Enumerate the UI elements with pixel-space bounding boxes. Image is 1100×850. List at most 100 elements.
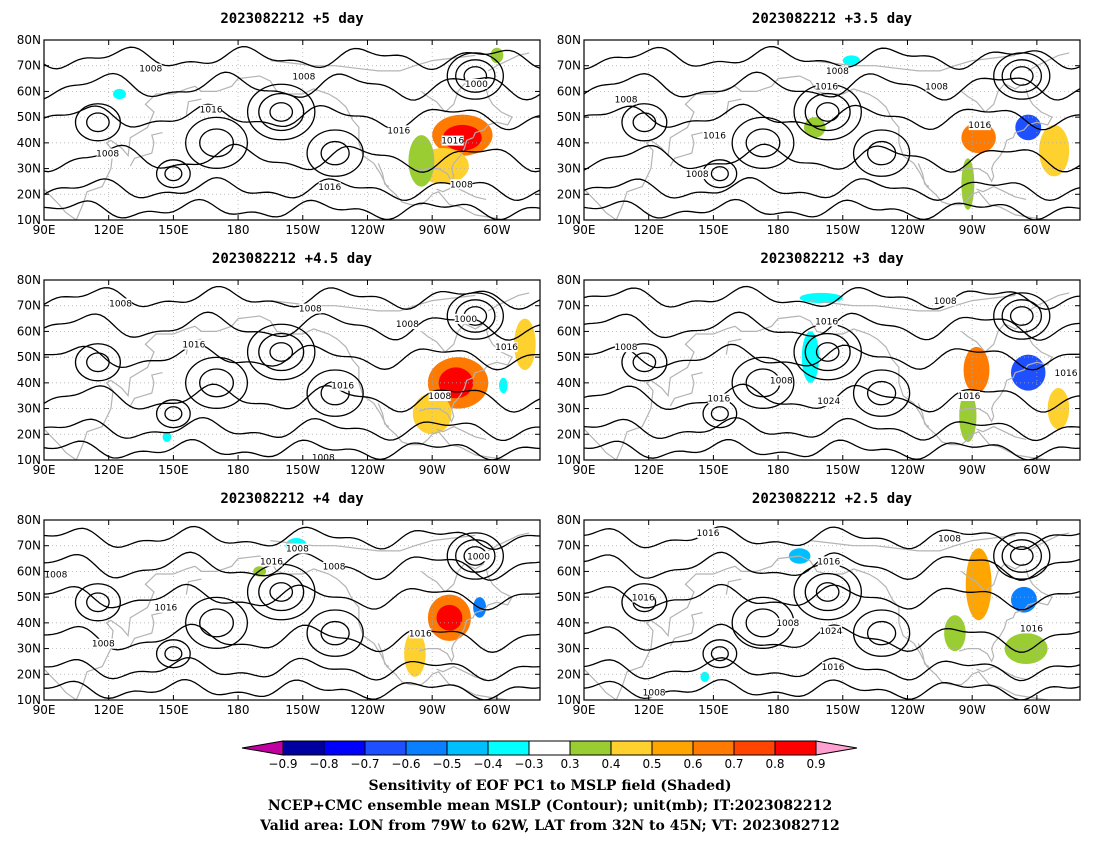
coastline bbox=[961, 82, 1025, 113]
colorbar-swatch bbox=[364, 740, 407, 756]
colorbar-label: −0.4 bbox=[473, 757, 502, 771]
x-tick-label: 120E bbox=[633, 463, 664, 477]
panel-title: 2023082212 +5 day bbox=[220, 11, 364, 27]
contour-label: 1016 bbox=[200, 106, 223, 116]
x-tick-label: 120W bbox=[350, 463, 385, 477]
y-tick-label: 60N bbox=[557, 324, 581, 338]
contour-label: 1008 bbox=[450, 180, 473, 190]
colorbar-label: −0.5 bbox=[432, 757, 461, 771]
caption-line-2: NCEP+CMC ensemble mean MSLP (Contour); u… bbox=[268, 798, 832, 814]
caption-line-3: Valid area: LON from 79W to 62W, LAT fro… bbox=[259, 818, 840, 834]
isobar bbox=[584, 657, 1080, 682]
sensitivity-shade bbox=[1010, 586, 1037, 613]
colorbar-label: 0.7 bbox=[724, 757, 743, 771]
contour-label-bg bbox=[1054, 367, 1077, 378]
contour-label-bg bbox=[318, 181, 341, 192]
isobar-closed bbox=[155, 399, 191, 429]
colorbar-label: −0.7 bbox=[350, 757, 379, 771]
coastline bbox=[976, 425, 1027, 440]
contour-label: 1008 bbox=[776, 619, 799, 629]
contour-label-bg bbox=[454, 313, 477, 324]
contour-label-bg bbox=[182, 339, 205, 350]
coastline bbox=[1027, 292, 1070, 312]
isobar-closed bbox=[74, 583, 121, 622]
isobar-closed bbox=[86, 352, 110, 373]
contour-label: 1008 bbox=[109, 299, 132, 309]
contour-label: 1008 bbox=[770, 377, 793, 387]
isobar-closed bbox=[258, 572, 305, 612]
contour-label-bg bbox=[770, 375, 793, 386]
contour-label: 1008 bbox=[615, 343, 638, 353]
x-tick-label: 90W bbox=[959, 703, 986, 717]
contour-label-bg bbox=[331, 380, 354, 391]
isobar bbox=[44, 103, 540, 131]
y-tick-label: 40N bbox=[557, 616, 581, 630]
contour-label: 1016 bbox=[441, 137, 464, 147]
x-tick-label: 150W bbox=[285, 223, 320, 237]
contour-label-bg bbox=[396, 319, 419, 329]
y-tick-label: 80N bbox=[17, 33, 41, 47]
y-tick-label: 70N bbox=[557, 59, 581, 73]
contour-label: 1016 bbox=[815, 317, 838, 327]
colorbar-high-arrow bbox=[815, 740, 858, 756]
isobar bbox=[44, 143, 540, 173]
contour-label: 1008 bbox=[615, 95, 638, 105]
contour-label: 1016 bbox=[387, 126, 410, 136]
map-content: 1016 1008 1016 1016 1008 1024 1016 1016 1008 bbox=[584, 520, 1080, 700]
x-tick-label: 120E bbox=[633, 223, 664, 237]
sensitivity-shade bbox=[412, 393, 452, 435]
x-tick-label: 120E bbox=[633, 703, 664, 717]
contour-label-bg bbox=[822, 661, 845, 672]
contour-label-bg bbox=[387, 125, 410, 136]
x-tick-label: 90W bbox=[419, 463, 446, 477]
contour-label-bg bbox=[968, 120, 991, 131]
coastline bbox=[185, 98, 202, 115]
y-tick-label: 30N bbox=[557, 402, 581, 416]
contour-label-bg bbox=[819, 625, 842, 636]
contour-label-bg bbox=[96, 148, 119, 159]
isobar-closed bbox=[1009, 306, 1034, 326]
y-tick-label: 40N bbox=[17, 376, 41, 390]
x-tick-label: 150W bbox=[825, 463, 860, 477]
isobar-closed bbox=[86, 112, 110, 133]
isobar-closed bbox=[852, 609, 911, 657]
contour-label-bg bbox=[826, 66, 849, 77]
colorbar-swatch bbox=[774, 740, 817, 756]
x-tick-label: 150E bbox=[158, 223, 189, 237]
isobar bbox=[584, 623, 1080, 653]
coastline bbox=[436, 425, 487, 440]
contour-label-bg bbox=[815, 81, 838, 92]
map-frame bbox=[583, 519, 1081, 701]
x-tick-label: 90E bbox=[33, 223, 56, 237]
y-tick-label: 40N bbox=[17, 616, 41, 630]
isobar-closed bbox=[621, 103, 668, 142]
contour-label-bg bbox=[697, 528, 719, 539]
y-tick-label: 40N bbox=[557, 376, 581, 390]
coastline bbox=[270, 54, 476, 72]
contour-label-bg bbox=[92, 638, 115, 649]
contour-label: 1016 bbox=[815, 83, 838, 93]
contour-label: 1008 bbox=[92, 640, 115, 650]
coastline bbox=[725, 98, 742, 115]
y-tick-label: 20N bbox=[17, 187, 41, 201]
isobar-closed bbox=[1001, 59, 1043, 93]
contour-label: 1008 bbox=[292, 72, 315, 82]
isobar-closed bbox=[710, 646, 729, 662]
isobar bbox=[584, 583, 1080, 611]
colorbar-swatch bbox=[692, 740, 735, 756]
isobar-closed bbox=[199, 368, 234, 398]
map-panel: 2023082212 +3 day 1008 1016 1008 1008 1016 101… bbox=[557, 251, 1081, 477]
contour-label: 1016 bbox=[331, 382, 354, 392]
contour-label: 1016 bbox=[1055, 369, 1078, 379]
coastline bbox=[725, 578, 742, 595]
contour-label: 1008 bbox=[286, 545, 309, 555]
contour-label-bg bbox=[703, 130, 726, 141]
contour-label: 1008 bbox=[428, 392, 451, 402]
isobar bbox=[44, 45, 540, 71]
y-tick-label: 70N bbox=[557, 299, 581, 313]
isobar-closed bbox=[199, 128, 234, 158]
coastline bbox=[421, 322, 485, 353]
contour-label-bg bbox=[467, 551, 490, 562]
y-tick-label: 30N bbox=[17, 642, 41, 656]
